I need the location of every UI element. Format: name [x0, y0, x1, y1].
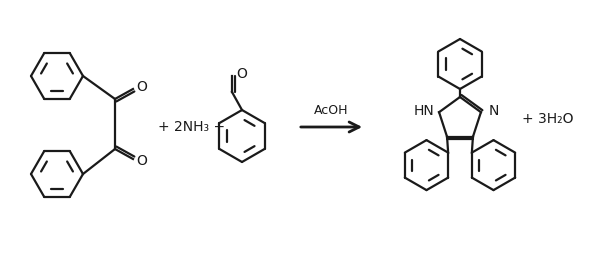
- Text: AcOH: AcOH: [314, 104, 349, 117]
- Text: O: O: [136, 80, 147, 94]
- Text: + 2NH₃ +: + 2NH₃ +: [158, 120, 225, 134]
- Text: O: O: [136, 154, 147, 168]
- Text: O: O: [236, 67, 247, 81]
- Text: HN: HN: [414, 104, 434, 118]
- Text: N: N: [489, 104, 499, 118]
- Text: + 3H₂O: + 3H₂O: [522, 112, 574, 126]
